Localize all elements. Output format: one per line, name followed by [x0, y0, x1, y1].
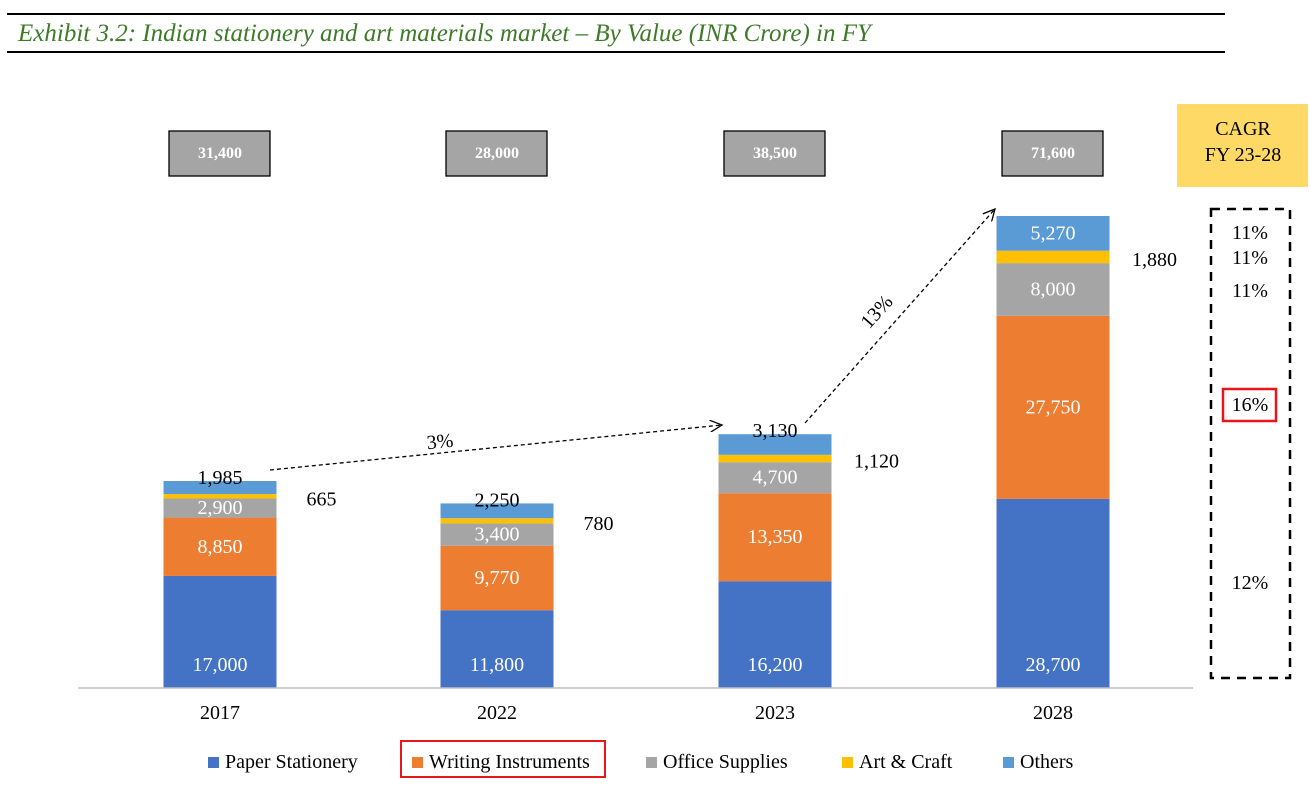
total-box-2028 — [1001, 130, 1104, 177]
legend-swatch-art-craft — [842, 756, 853, 768]
growth-arrow-2017-2023 — [269, 425, 722, 471]
growth-label-2017-2023: 3% — [426, 430, 455, 455]
legend-swatch-others — [1003, 756, 1014, 768]
legend-item-art-craft: Art & Craft — [842, 748, 952, 776]
bar-writing-instruments-2017 — [163, 517, 277, 576]
legend-label-others: Others — [1020, 750, 1074, 773]
cagr-value-others: 11% — [1232, 222, 1268, 244]
bar-art-craft-2022 — [440, 518, 554, 524]
total-value-2028: 71,600 — [1031, 145, 1075, 162]
bar-art-craft-2023 — [718, 454, 832, 463]
legend-item-others: Others — [1003, 748, 1073, 776]
title-underline — [7, 51, 1225, 53]
data-label-paper-stationery-2028: 28,700 — [1026, 654, 1081, 676]
growth-arrow-2023-2028 — [804, 209, 995, 424]
cagr-value-paper-stationery: 12% — [1232, 572, 1269, 594]
cagr-value-art-craft: 11% — [1232, 247, 1268, 269]
x-tick-label-2028: 2028 — [1033, 702, 1073, 724]
legend-highlight-box — [400, 740, 606, 778]
bar-paper-stationery-2028 — [996, 498, 1110, 688]
bar-paper-stationery-2017 — [163, 575, 277, 688]
chart-legend: Paper Stationery Writing Instruments Offic… — [0, 748, 1310, 778]
data-label-others-2017: 1,985 — [198, 467, 243, 489]
legend-label-office-supplies: Office Supplies — [663, 750, 788, 773]
data-label-art-craft-2023: 1,120 — [854, 451, 899, 473]
data-label-writing-instruments-2022: 9,770 — [475, 567, 520, 589]
cagr-value-office-supplies: 11% — [1232, 280, 1268, 302]
cagr-dashed-frame — [1209, 207, 1292, 680]
bar-paper-stationery-2023 — [718, 581, 832, 688]
legend-swatch-writing-instruments — [412, 756, 423, 768]
bar-office-supplies-2022 — [440, 523, 554, 546]
legend-item-writing-instruments: Writing Instruments — [412, 748, 590, 776]
bar-others-2028 — [996, 216, 1110, 251]
total-value-2023: 38,500 — [753, 145, 797, 162]
total-box-2017 — [168, 130, 271, 177]
data-label-paper-stationery-2023: 16,200 — [748, 654, 803, 676]
cagr-value-writing-instruments: 16% — [1232, 394, 1269, 416]
bar-office-supplies-2023 — [718, 462, 832, 494]
data-label-others-2023: 3,130 — [753, 420, 798, 442]
cagr-header-line1: CAGR — [1215, 118, 1271, 140]
total-value-2017: 31,400 — [198, 145, 242, 162]
legend-swatch-office-supplies — [646, 756, 657, 768]
data-label-office-supplies-2017: 2,900 — [198, 497, 243, 519]
legend-item-office-supplies: Office Supplies — [646, 748, 788, 776]
bar-art-craft-2028 — [996, 250, 1110, 264]
legend-item-paper-stationery: Paper Stationery — [208, 748, 358, 776]
legend-swatch-paper-stationery — [208, 756, 219, 768]
bar-office-supplies-2028 — [996, 263, 1110, 316]
total-value-2022: 28,000 — [475, 145, 519, 162]
data-label-art-craft-2017: 665 — [307, 488, 337, 510]
cagr-header-line2: FY 23-28 — [1205, 144, 1281, 166]
data-label-others-2022: 2,250 — [475, 489, 520, 511]
top-rule — [7, 13, 1225, 15]
data-label-office-supplies-2022: 3,400 — [475, 524, 520, 546]
total-box-2023 — [723, 130, 826, 177]
bar-art-craft-2017 — [163, 494, 277, 499]
x-tick-label-2023: 2023 — [755, 702, 795, 724]
data-label-writing-instruments-2028: 27,750 — [1026, 396, 1081, 418]
data-label-art-craft-2028: 1,880 — [1132, 249, 1177, 271]
data-label-writing-instruments-2017: 8,850 — [198, 536, 243, 558]
legend-label-writing-instruments: Writing Instruments — [429, 750, 590, 773]
exhibit-title: Exhibit 3.2: Indian stationery and art m… — [18, 20, 871, 47]
data-label-others-2028: 5,270 — [1031, 222, 1076, 244]
legend-label-art-craft: Art & Craft — [859, 750, 953, 773]
bar-paper-stationery-2022 — [440, 610, 554, 688]
bar-writing-instruments-2022 — [440, 545, 554, 611]
data-label-office-supplies-2028: 8,000 — [1031, 279, 1076, 301]
total-box-2022 — [445, 130, 548, 177]
bar-writing-instruments-2023 — [718, 493, 832, 582]
data-label-paper-stationery-2017: 17,000 — [193, 654, 248, 676]
bar-others-2023 — [718, 434, 832, 455]
data-label-office-supplies-2023: 4,700 — [753, 467, 798, 489]
x-tick-label-2017: 2017 — [200, 702, 240, 724]
data-label-art-craft-2022: 780 — [584, 513, 614, 535]
bar-others-2022 — [440, 503, 554, 519]
x-tick-label-2022: 2022 — [477, 702, 517, 724]
data-label-writing-instruments-2023: 13,350 — [748, 526, 803, 548]
cagr-header-box — [1177, 104, 1308, 187]
data-label-paper-stationery-2022: 11,800 — [470, 654, 524, 676]
bar-writing-instruments-2028 — [996, 315, 1110, 499]
bar-office-supplies-2017 — [163, 498, 277, 518]
cagr-highlight-box — [1221, 387, 1278, 423]
bar-others-2017 — [163, 481, 277, 495]
legend-label-paper-stationery: Paper Stationery — [225, 750, 358, 773]
